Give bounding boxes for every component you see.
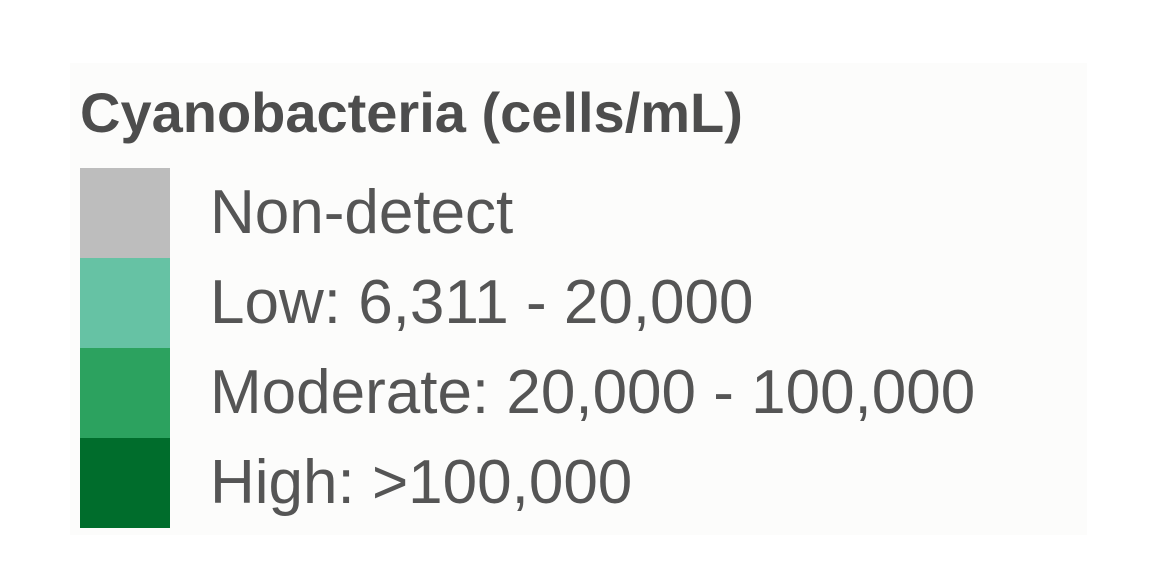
legend-label-non-detect: Non-detect (210, 178, 514, 247)
legend-swatch-high (80, 438, 170, 528)
legend-item-non-detect: Non-detect (80, 168, 1080, 258)
legend-label-low: Low: 6,311 - 20,000 (210, 268, 754, 337)
legend-item-moderate: Moderate: 20,000 - 100,000 (80, 348, 1080, 438)
legend-item-high: High: >100,000 (80, 438, 1080, 528)
map-legend: Cyanobacteria (cells/mL) Non-detect Low:… (70, 63, 1087, 535)
legend-label-high: High: >100,000 (210, 448, 633, 517)
legend-label-moderate: Moderate: 20,000 - 100,000 (210, 358, 976, 427)
legend-items: Non-detect Low: 6,311 - 20,000 Moderate:… (80, 168, 1080, 528)
legend-title: Cyanobacteria (cells/mL) (80, 81, 743, 144)
legend-swatch-low (80, 258, 170, 348)
legend-swatch-non-detect (80, 168, 170, 258)
legend-item-low: Low: 6,311 - 20,000 (80, 258, 1080, 348)
legend-swatch-moderate (80, 348, 170, 438)
